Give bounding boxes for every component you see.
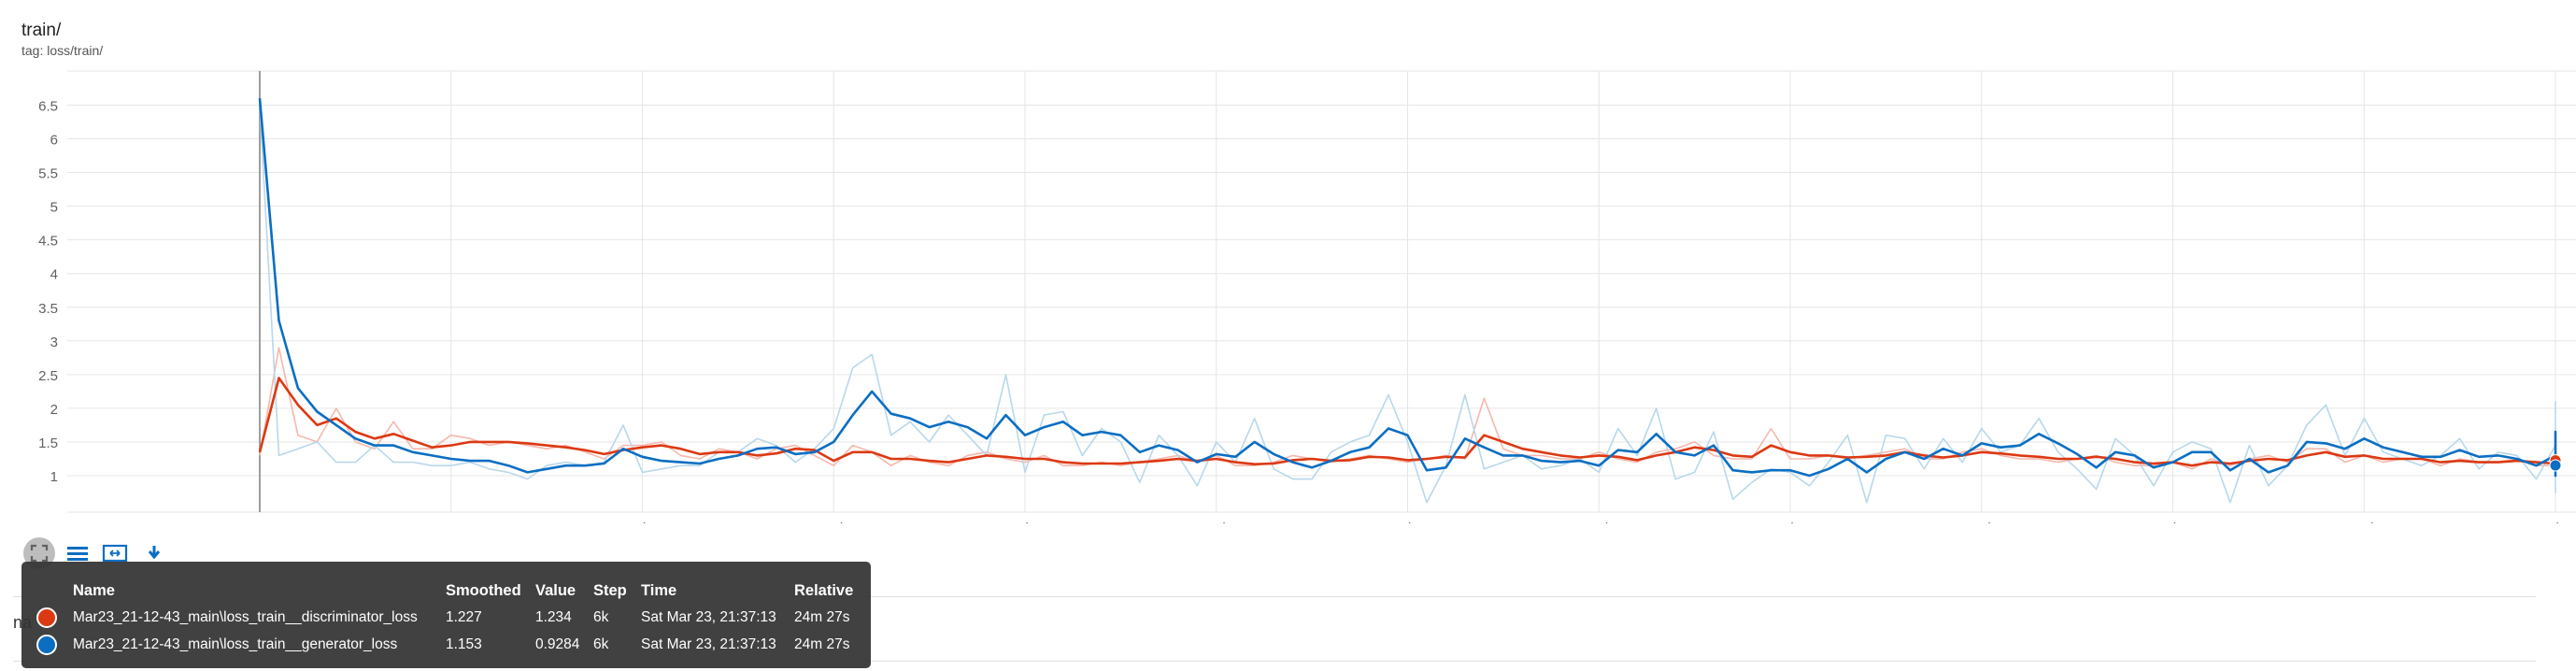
hover-markers [2549,454,2562,472]
tooltip-row-smoothed: 1.227 [446,609,482,625]
x-tick-label: 6k [2548,521,2563,523]
x-tick-label: 2k [1018,521,1032,523]
list-icon [67,547,88,561]
axes: 1 1.5 2 2.5 3 3.5 4 4.5 5 5.5 6 6.5 0 500 1k 1.5k 2k 2.5k… [38,98,2563,523]
tooltip-row-relative: 24m 27s [794,636,850,652]
y-tick-label: 6.5 [38,98,58,114]
y-tick-label: 3 [50,335,58,350]
x-tick-label: 3k [1401,521,1416,523]
y-tick-label: 6 [50,133,58,149]
tooltip-row-relative: 24m 27s [794,609,850,625]
tooltip-row-smoothed: 1.153 [446,636,482,652]
y-tick-label: 1 [50,469,58,485]
y-tick-label: 2.5 [38,368,58,384]
download-icon [148,546,161,560]
divider [13,661,2536,662]
tooltip-header-smoothed: Smoothed [446,582,521,599]
x-tick-label: 1k [635,521,650,523]
tooltip-header-time: Time [641,582,677,599]
x-tick-label: 1.5k [820,521,847,523]
tooltip-row-value: 0.9284 [535,636,580,652]
x-tick-label: 4.5k [1969,521,1996,523]
y-tick-label: 5.5 [38,166,58,182]
series-color-swatch [36,607,57,628]
x-tick-label: 5k [2166,521,2181,523]
divider [13,596,2536,597]
y-tick-label: 3.5 [38,301,58,317]
y-tick-label: 4 [50,267,58,283]
fit-domain-button[interactable] [99,537,131,569]
x-tick-label: 0 [256,521,263,523]
y-tick-label: 5 [50,200,58,216]
x-tick-label: 5.5k [2351,521,2378,523]
y-tick-label: 2 [50,402,58,418]
x-tick-label: 4k [1783,521,1798,523]
tooltip-row-name: Mar23_21-12-43_main\loss_train__generato… [73,636,398,652]
grid [67,70,2576,513]
tooltip-row-name: Mar23_21-12-43_main\loss_train__discrimi… [73,609,418,625]
y-tick-label: 4.5 [38,234,58,250]
smoothed-series-line [258,377,2557,467]
card-title: train/ [21,21,62,40]
tooltip-row-step: 6k [593,636,609,652]
x-tick-label: 500 [439,521,463,523]
y-tick-label: 1.5 [38,435,58,451]
series-color-swatch [36,635,57,655]
raw-series-line [259,105,2556,504]
fit-domain-icon [102,544,128,563]
card-tag: tag: loss/train/ [21,43,104,58]
line-chart[interactable]: 1 1.5 2 2.5 3 3.5 4 4.5 5 5.5 6 6.5 0 500 1k 1.5k 2k 2.5k… [0,0,2576,523]
tooltip-row-value: 1.234 [535,609,572,625]
tooltip-header-step: Step [593,582,627,599]
download-button[interactable] [138,537,170,569]
tooltip-row-time: Sat Mar 23, 21:37:13 [641,636,776,652]
x-tick-label: 2.5k [1203,521,1231,523]
smoothed-series-line [258,98,2557,478]
series-lines [258,98,2557,504]
tooltip-row-time: Sat Mar 23, 21:37:13 [641,609,776,625]
tooltip-header-name: Name [73,582,115,599]
hover-tooltip: Name Smoothed Value Step Time Relative M… [21,562,871,668]
tooltip-header-value: Value [535,582,576,599]
x-tick-label: 3.5k [1586,521,1613,523]
toggle-log-scale-button[interactable] [62,537,93,569]
hover-marker [2549,459,2562,472]
fullscreen-icon [30,544,49,563]
tooltip-header-relative: Relative [794,582,854,599]
tooltip-row-step: 6k [593,609,609,625]
